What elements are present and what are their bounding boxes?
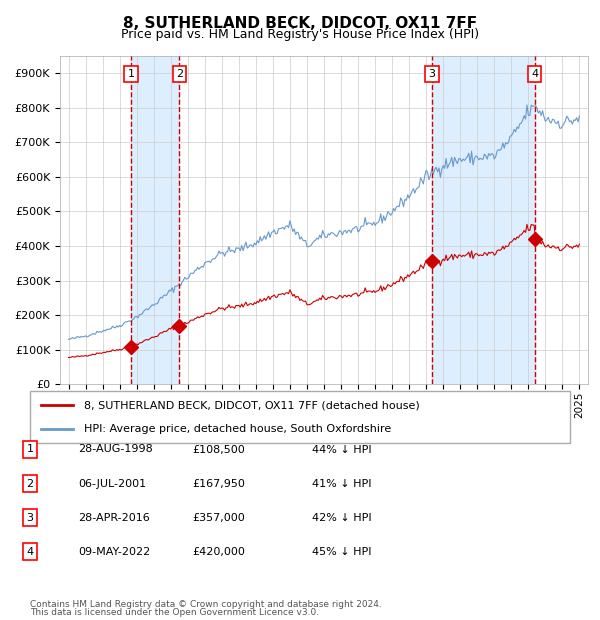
Text: £108,500: £108,500 bbox=[192, 445, 245, 454]
Text: 2: 2 bbox=[176, 69, 183, 79]
Text: £420,000: £420,000 bbox=[192, 547, 245, 557]
Text: 28-APR-2016: 28-APR-2016 bbox=[78, 513, 150, 523]
Text: 09-MAY-2022: 09-MAY-2022 bbox=[78, 547, 150, 557]
Text: £167,950: £167,950 bbox=[192, 479, 245, 489]
Text: 4: 4 bbox=[26, 547, 34, 557]
Text: 41% ↓ HPI: 41% ↓ HPI bbox=[312, 479, 371, 489]
Text: £357,000: £357,000 bbox=[192, 513, 245, 523]
Text: 44% ↓ HPI: 44% ↓ HPI bbox=[312, 445, 371, 454]
Text: HPI: Average price, detached house, South Oxfordshire: HPI: Average price, detached house, Sout… bbox=[84, 423, 391, 433]
Text: 28-AUG-1998: 28-AUG-1998 bbox=[78, 445, 153, 454]
Text: 1: 1 bbox=[26, 445, 34, 454]
Text: 2: 2 bbox=[26, 479, 34, 489]
Text: 8, SUTHERLAND BECK, DIDCOT, OX11 7FF (detached house): 8, SUTHERLAND BECK, DIDCOT, OX11 7FF (de… bbox=[84, 401, 420, 410]
Text: 1: 1 bbox=[127, 69, 134, 79]
Bar bbox=[432, 56, 535, 384]
Text: 8, SUTHERLAND BECK, DIDCOT, OX11 7FF: 8, SUTHERLAND BECK, DIDCOT, OX11 7FF bbox=[123, 16, 477, 30]
Text: 3: 3 bbox=[26, 513, 34, 523]
Text: Price paid vs. HM Land Registry's House Price Index (HPI): Price paid vs. HM Land Registry's House … bbox=[121, 28, 479, 41]
Text: 3: 3 bbox=[428, 69, 436, 79]
Text: This data is licensed under the Open Government Licence v3.0.: This data is licensed under the Open Gov… bbox=[30, 608, 319, 617]
FancyBboxPatch shape bbox=[30, 391, 570, 443]
Text: 4: 4 bbox=[531, 69, 538, 79]
Text: 42% ↓ HPI: 42% ↓ HPI bbox=[312, 513, 371, 523]
Text: 06-JUL-2001: 06-JUL-2001 bbox=[78, 479, 146, 489]
Bar bbox=[131, 56, 179, 384]
Text: Contains HM Land Registry data © Crown copyright and database right 2024.: Contains HM Land Registry data © Crown c… bbox=[30, 600, 382, 609]
Text: 45% ↓ HPI: 45% ↓ HPI bbox=[312, 547, 371, 557]
